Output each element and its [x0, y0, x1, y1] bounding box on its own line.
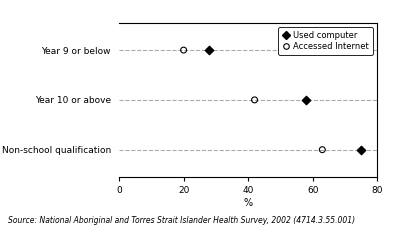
Point: [303, 98, 309, 102]
X-axis label: %: %: [244, 198, 252, 208]
Point: [319, 148, 326, 151]
Point: [251, 98, 258, 102]
Point: [206, 48, 212, 52]
Point: [358, 148, 364, 151]
Point: [180, 48, 187, 52]
Legend: Used computer, Accessed Internet: Used computer, Accessed Internet: [278, 27, 373, 55]
Text: Source: National Aboriginal and Torres Strait Islander Health Survey, 2002 (4714: Source: National Aboriginal and Torres S…: [8, 216, 355, 225]
